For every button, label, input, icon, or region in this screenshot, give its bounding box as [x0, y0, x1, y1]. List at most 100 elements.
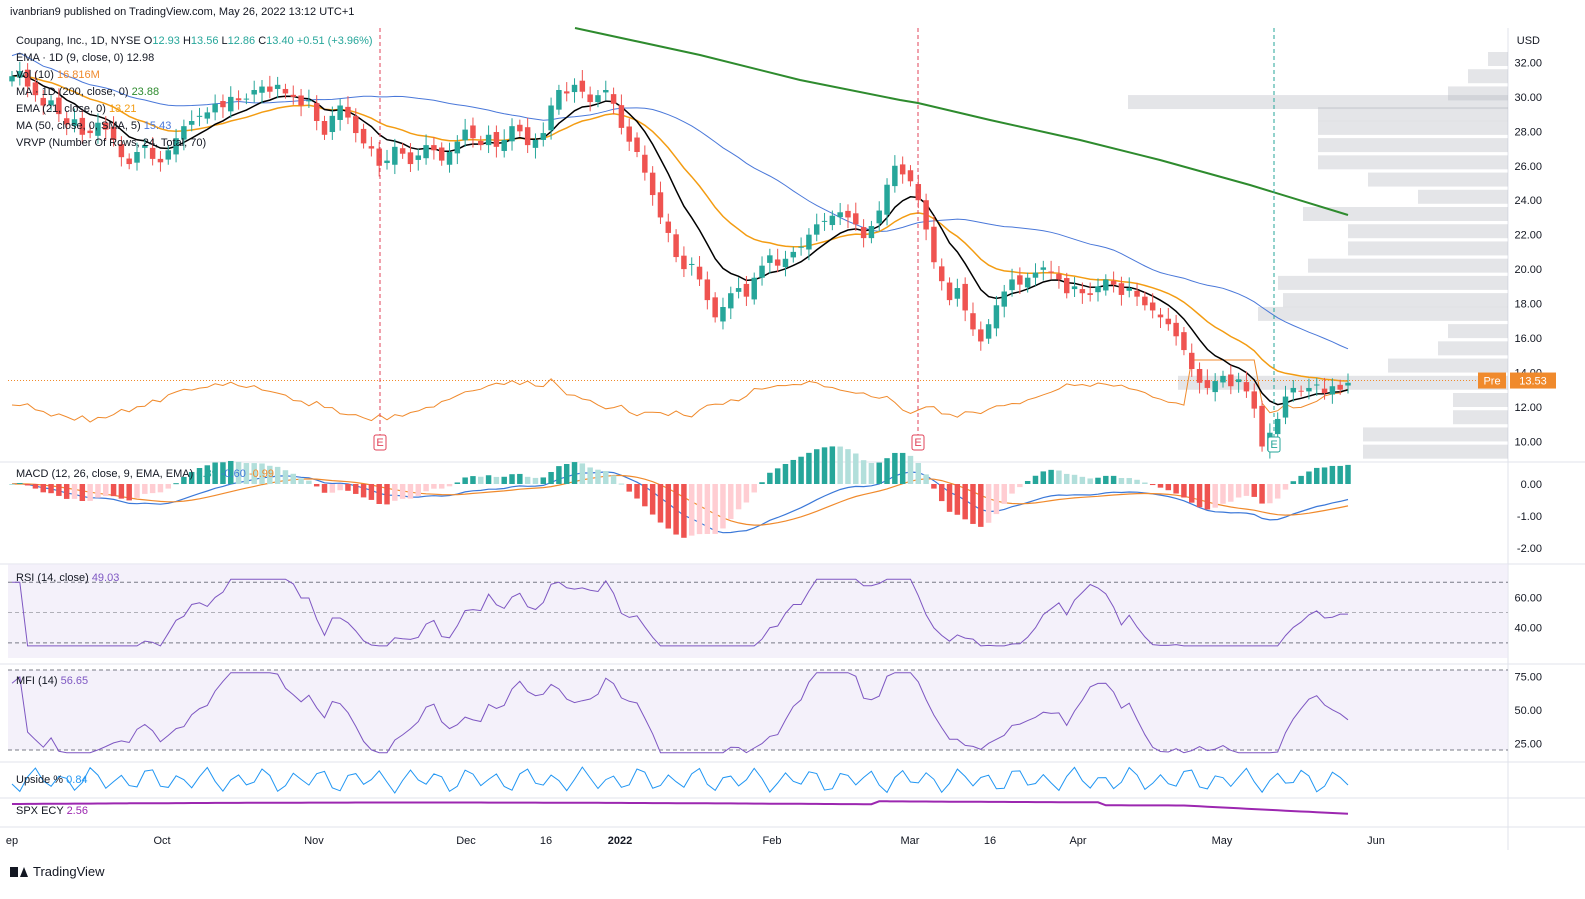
candle-body [954, 288, 961, 299]
macd-bar [962, 484, 968, 520]
candle-body [485, 134, 492, 146]
ma50-label: MA (50, close, 0, SMA, 5) [16, 120, 141, 132]
candle-body [720, 307, 726, 322]
ohlc-value: 12.93 [152, 35, 180, 47]
macd-bar [360, 484, 367, 498]
macd-bar [1040, 471, 1047, 484]
mfi-band [8, 670, 1508, 750]
macd-bar [485, 475, 492, 484]
upside-legend[interactable]: Upside % 0.84 [16, 774, 88, 786]
candle-body [1235, 379, 1242, 383]
candle-body [907, 170, 914, 182]
candle-body [493, 132, 500, 147]
macd-bar [1149, 484, 1156, 486]
macd-bar [196, 468, 203, 484]
ema21-label: EMA (21, close, 0) [16, 103, 106, 115]
macd-bar [540, 477, 547, 484]
candle-body [1259, 405, 1265, 447]
candle-body [1024, 277, 1031, 288]
price-change: +0.51 (+3.96%) [296, 35, 373, 47]
earnings-marker [373, 434, 387, 451]
macd-bar [79, 484, 86, 501]
spx-legend[interactable]: SPX ECY 2.56 [16, 805, 88, 817]
macd-bar [438, 484, 445, 489]
ohlc-values: O12.93 H13.56 L12.86 C13.40 [144, 35, 297, 47]
candle-body [134, 152, 140, 163]
candle-body [1196, 369, 1203, 383]
macd-value-1: 0.39 [196, 468, 218, 480]
macd-bar [884, 458, 890, 484]
candle-body [470, 125, 476, 139]
y-tick-label: 20.00 [1514, 264, 1542, 276]
candle-body [978, 329, 984, 342]
candle-body [17, 71, 23, 78]
ma50-line [11, 52, 1349, 350]
macd-bar [87, 484, 93, 501]
candle-body [931, 226, 937, 263]
indicator-lines [8, 27, 1476, 815]
macd-bar [32, 484, 39, 489]
spx-label: SPX ECY [16, 805, 64, 817]
volume-line [11, 359, 1349, 423]
mfi-tick: 75.00 [1514, 672, 1542, 684]
macd-bar [118, 484, 125, 499]
volume-value: 16.816M [56, 69, 100, 81]
candle-body [610, 94, 617, 104]
macd-legend[interactable]: MACD (12, 26, close, 9, EMA, EMA) 0.39 -… [16, 468, 274, 480]
earnings-marker [1267, 436, 1281, 453]
macd-bar [384, 484, 390, 505]
candle-body [735, 288, 742, 292]
macd-bar [759, 482, 765, 484]
volume-legend[interactable]: Vol (10) 16.816M [16, 69, 100, 81]
macd-bar [907, 455, 914, 484]
volume-label: Vol (10) [16, 69, 54, 81]
ohlc-value: 13.56 [190, 35, 219, 47]
candle-body [1134, 290, 1140, 297]
ma50-legend[interactable]: MA (50, close, 0, SMA, 5) 15.43 [16, 120, 171, 132]
candle-body [1337, 384, 1343, 390]
macd-bar [243, 463, 250, 484]
symbol-legend[interactable]: Coupang, Inc., 1D, NYSE O12.93 H13.56 L1… [16, 35, 373, 47]
candle-body [853, 213, 859, 225]
candle-body [798, 246, 804, 248]
macd-bar [798, 456, 804, 484]
macd-bar [923, 474, 929, 484]
macd-bar [587, 467, 593, 484]
candle-body [532, 139, 539, 148]
macd-bar [235, 461, 242, 484]
vrvp-bar [1438, 341, 1508, 356]
volume-profile [1128, 52, 1508, 459]
macd-bar [1290, 481, 1297, 484]
vrvp-bar [1363, 427, 1508, 442]
macd-bar [1212, 484, 1218, 508]
macd-bar [1064, 473, 1070, 484]
candle-body [993, 305, 1000, 329]
candle-body [868, 226, 875, 239]
candle-body [1181, 332, 1187, 351]
ma200-legend[interactable]: MA · 1D (200, close, 0) 23.88 [16, 86, 159, 98]
vrvp-bar [1303, 207, 1508, 221]
candle-body [1048, 271, 1054, 273]
vrvp-label: VRVP (Number Of Rows, 24, Total, 70) [16, 137, 207, 149]
candle-body [1189, 352, 1195, 369]
ohlc-o: O12.93 [144, 35, 180, 47]
rsi-legend[interactable]: RSI (14, close) 49.03 [16, 572, 119, 584]
spx-value: 2.56 [66, 805, 88, 817]
candle-body [337, 105, 343, 120]
macd-bar [454, 482, 461, 484]
footer-brand[interactable]: TradingView [10, 864, 105, 879]
signal-line [11, 474, 1349, 526]
candle-body [556, 90, 562, 110]
vrvp-legend[interactable]: VRVP (Number Of Rows, 24, Total, 70) [16, 137, 206, 149]
candle-body [899, 164, 906, 175]
macd-bar [790, 459, 797, 484]
macd-bar [17, 482, 23, 484]
mfi-legend[interactable]: MFI (14) 56.65 [16, 675, 88, 687]
y-tick-label: 32.00 [1514, 57, 1542, 69]
macd-bar [1243, 484, 1250, 496]
upside-line [11, 766, 1349, 794]
candle-body [501, 139, 507, 151]
candle-body [1009, 279, 1015, 291]
ema9-legend[interactable]: EMA · 1D (9, close, 0) 12.98 [16, 52, 154, 64]
ema21-legend[interactable]: EMA (21, close, 0) 13.21 [16, 103, 136, 115]
